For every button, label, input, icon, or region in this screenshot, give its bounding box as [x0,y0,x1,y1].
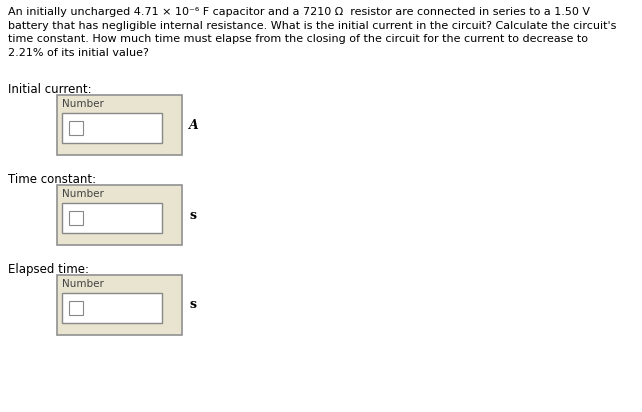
Bar [69,301,83,315]
Text: Number: Number [62,189,104,199]
Bar [57,275,182,335]
Text: Time constant:: Time constant: [8,173,96,186]
Text: s: s [189,208,196,222]
Text: An initially uncharged 4.71 × 10⁻⁶ F capacitor and a 7210 Ω  resistor are connec: An initially uncharged 4.71 × 10⁻⁶ F cap… [8,7,590,17]
Text: Number: Number [62,99,104,109]
Text: 2.21% of its initial value?: 2.21% of its initial value? [8,47,149,58]
Bar [69,121,83,135]
Text: battery that has negligible internal resistance. What is the initial current in : battery that has negligible internal res… [8,21,616,30]
Text: A: A [189,119,199,131]
Text: Elapsed time:: Elapsed time: [8,263,89,276]
Bar [62,203,162,233]
Bar [62,113,162,143]
Text: time constant. How much time must elapse from the closing of the circuit for the: time constant. How much time must elapse… [8,34,588,44]
Bar [57,185,182,245]
Bar [57,95,182,155]
Text: s: s [189,299,196,311]
Bar [69,211,83,225]
Text: Initial current:: Initial current: [8,83,92,96]
Text: Number: Number [62,279,104,289]
Bar [62,293,162,323]
